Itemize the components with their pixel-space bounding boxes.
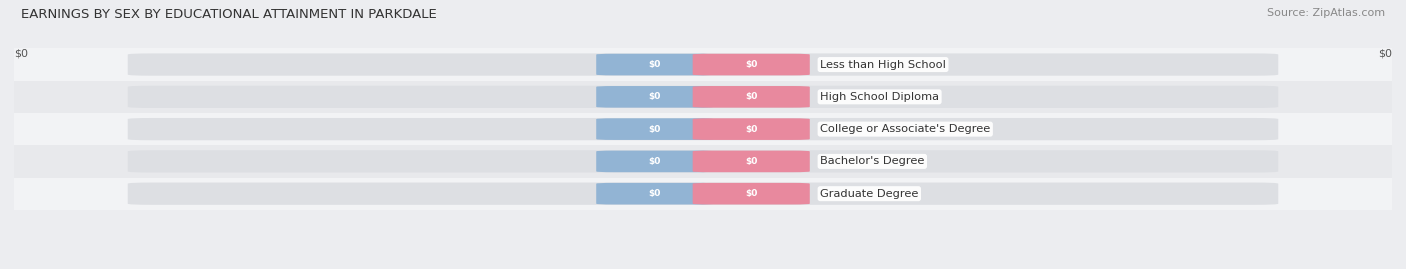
Text: High School Diploma: High School Diploma xyxy=(820,92,939,102)
Bar xyxy=(14,48,1392,81)
Bar xyxy=(14,113,1392,145)
Text: $0: $0 xyxy=(745,125,758,134)
Text: $0: $0 xyxy=(648,125,661,134)
Text: $0: $0 xyxy=(745,157,758,166)
Text: $0: $0 xyxy=(648,92,661,101)
FancyBboxPatch shape xyxy=(693,183,810,204)
FancyBboxPatch shape xyxy=(693,118,810,140)
FancyBboxPatch shape xyxy=(596,151,713,172)
FancyBboxPatch shape xyxy=(596,118,713,140)
Text: $0: $0 xyxy=(14,48,28,58)
FancyBboxPatch shape xyxy=(596,183,713,204)
Text: Bachelor's Degree: Bachelor's Degree xyxy=(820,156,925,167)
FancyBboxPatch shape xyxy=(128,86,1278,108)
Bar xyxy=(14,81,1392,113)
FancyBboxPatch shape xyxy=(128,54,1278,76)
Text: Graduate Degree: Graduate Degree xyxy=(820,189,918,199)
Text: Source: ZipAtlas.com: Source: ZipAtlas.com xyxy=(1267,8,1385,18)
Text: $0: $0 xyxy=(648,157,661,166)
FancyBboxPatch shape xyxy=(693,86,810,108)
FancyBboxPatch shape xyxy=(128,150,1278,172)
Text: EARNINGS BY SEX BY EDUCATIONAL ATTAINMENT IN PARKDALE: EARNINGS BY SEX BY EDUCATIONAL ATTAINMEN… xyxy=(21,8,437,21)
Text: College or Associate's Degree: College or Associate's Degree xyxy=(820,124,990,134)
Text: $0: $0 xyxy=(1378,48,1392,58)
Text: $0: $0 xyxy=(745,92,758,101)
FancyBboxPatch shape xyxy=(128,118,1278,140)
FancyBboxPatch shape xyxy=(128,183,1278,205)
FancyBboxPatch shape xyxy=(693,54,810,75)
FancyBboxPatch shape xyxy=(596,86,713,108)
Text: $0: $0 xyxy=(648,189,661,198)
Text: $0: $0 xyxy=(745,189,758,198)
Text: $0: $0 xyxy=(745,60,758,69)
Bar xyxy=(14,178,1392,210)
Text: $0: $0 xyxy=(648,60,661,69)
FancyBboxPatch shape xyxy=(693,151,810,172)
Text: Less than High School: Less than High School xyxy=(820,59,946,70)
FancyBboxPatch shape xyxy=(596,54,713,75)
Bar xyxy=(14,145,1392,178)
